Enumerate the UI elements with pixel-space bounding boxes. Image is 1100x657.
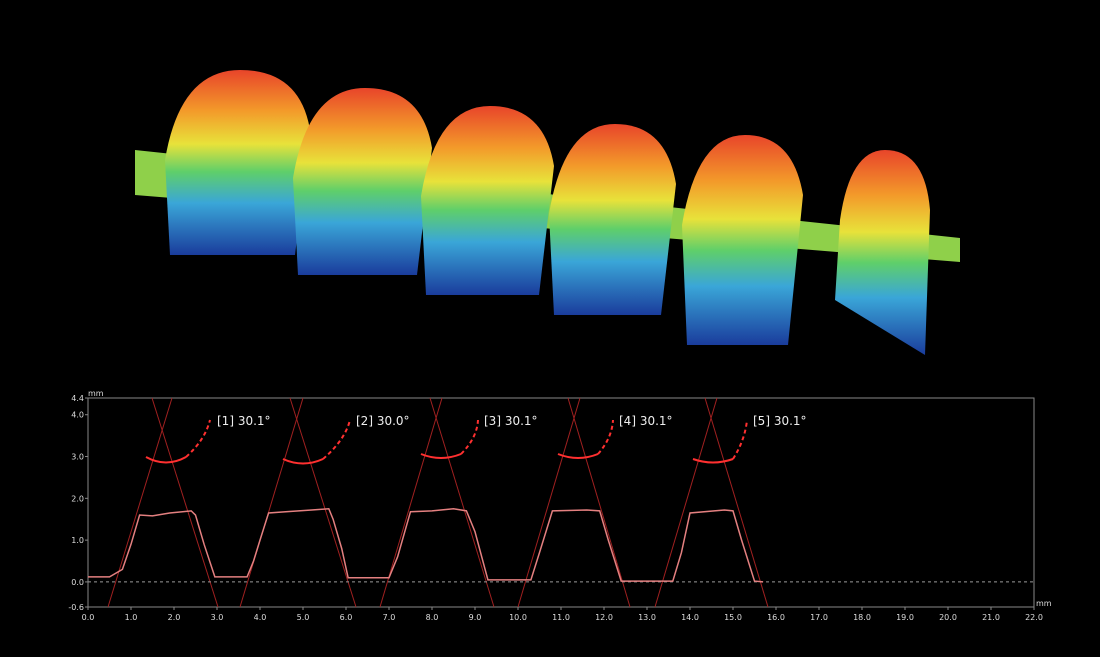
x-tick-label: 18.0 [853, 613, 871, 622]
y-tick-label: -0.6 [68, 603, 84, 612]
x-tick-label: 12.0 [595, 613, 613, 622]
angle-arcs [145, 419, 748, 465]
x-tick-label: 10.0 [509, 613, 527, 622]
annotation: [2] 30.0° [356, 414, 410, 428]
annotation: [1] 30.1° [217, 414, 271, 428]
x-tick-label: 15.0 [724, 613, 742, 622]
x-tick-label: 20.0 [939, 613, 957, 622]
x-tick-label: 0.0 [82, 613, 95, 622]
y-tick-label: 4.4 [71, 394, 84, 403]
x-tick-label: 4.0 [254, 613, 267, 622]
x-tick-label: 6.0 [340, 613, 353, 622]
x-tick-label: 9.0 [469, 613, 482, 622]
y-tick-label: 2.0 [71, 494, 84, 503]
x-tick-label: 3.0 [211, 613, 224, 622]
x-tick-label: 17.0 [810, 613, 828, 622]
annotation: [4] 30.1° [619, 414, 673, 428]
x-tick-label: 7.0 [383, 613, 396, 622]
x-tick-label: 14.0 [681, 613, 699, 622]
y-tick-label: 3.0 [71, 453, 84, 462]
x-tick-label: 13.0 [638, 613, 656, 622]
y-tick-label: 0.0 [71, 578, 84, 587]
annotation: [3] 30.1° [484, 414, 538, 428]
x-tick-label: 1.0 [125, 613, 138, 622]
x-axis-unit: mm [1036, 599, 1052, 608]
x-tick-label: 22.0 [1025, 613, 1043, 622]
tangent-lines [107, 397, 769, 608]
x-tick-label: 21.0 [982, 613, 1000, 622]
plot-frame [87, 397, 1035, 608]
annotation: [5] 30.1° [753, 414, 807, 428]
y-tick-label: 4.0 [71, 411, 84, 420]
profile-line [88, 507, 764, 583]
x-tick-label: 8.0 [426, 613, 439, 622]
x-tick-label: 16.0 [767, 613, 785, 622]
y-tick-label: 1.0 [71, 536, 84, 545]
x-tick-label: 11.0 [552, 613, 570, 622]
y-axis-unit: mm [88, 389, 104, 398]
x-tick-label: 19.0 [896, 613, 914, 622]
x-tick-label: 2.0 [168, 613, 181, 622]
x-tick-label: 5.0 [297, 613, 310, 622]
scan-3d [135, 70, 960, 355]
